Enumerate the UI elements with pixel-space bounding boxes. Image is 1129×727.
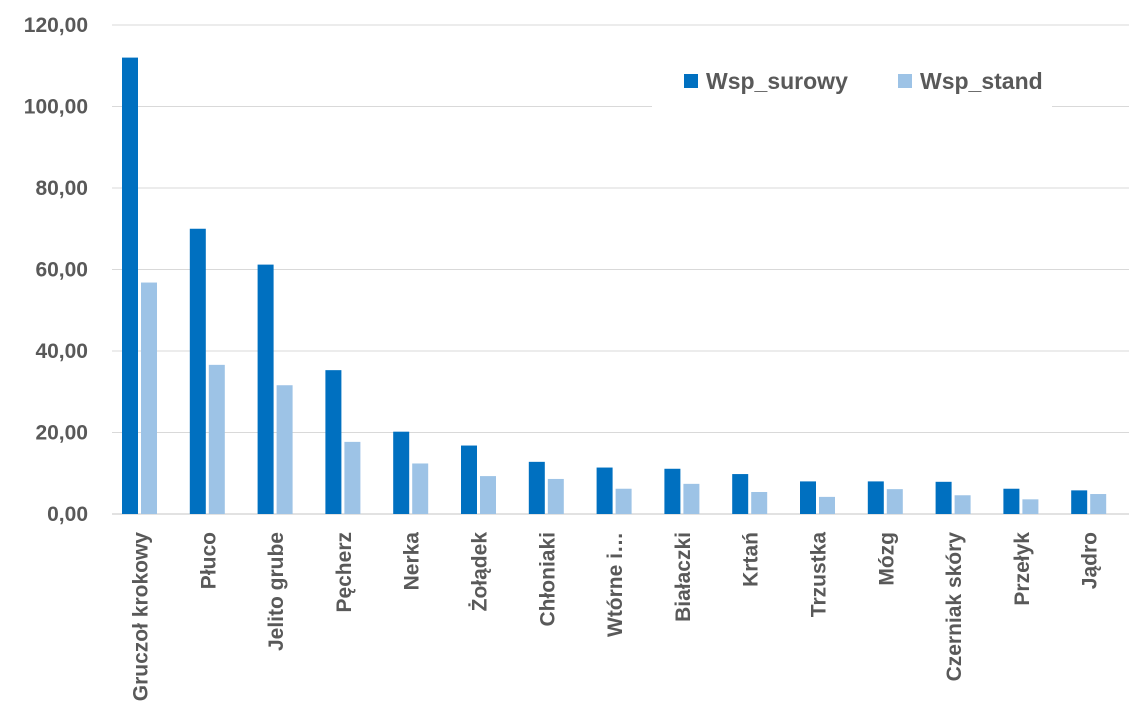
legend-label-wsp-stand: Wsp_stand bbox=[920, 68, 1043, 94]
x-category-label: Trzustka bbox=[808, 532, 831, 618]
x-category-label: Krtań bbox=[740, 532, 763, 587]
bar-wsp-stand bbox=[954, 495, 971, 514]
bar-wsp-stand bbox=[1022, 499, 1039, 514]
bar-wsp-stand bbox=[208, 364, 225, 514]
x-category-label: Płuco bbox=[197, 532, 220, 589]
bars bbox=[122, 57, 1107, 514]
y-tick-label: 120,00 bbox=[24, 14, 88, 37]
x-category-label: Gruczoł krokowy bbox=[130, 532, 153, 702]
bar-wsp-stand bbox=[819, 496, 835, 514]
bar-wsp-surowy bbox=[732, 474, 749, 514]
bar-wsp-stand bbox=[683, 483, 700, 514]
x-category-label: Mózg bbox=[875, 532, 898, 586]
bar-wsp-surowy bbox=[867, 481, 884, 514]
y-tick-label: 100,00 bbox=[24, 96, 88, 119]
y-tick-label: 40,00 bbox=[35, 340, 88, 363]
bar-wsp-stand bbox=[141, 282, 157, 514]
bar-wsp-stand bbox=[344, 441, 361, 514]
bar-wsp-surowy bbox=[189, 228, 206, 514]
legend-background bbox=[652, 55, 1052, 113]
x-category-label: Przełyk bbox=[1011, 532, 1034, 606]
y-axis-tick-labels: 0,00 20,00 40,00 60,00 80,00 100,00 120,00 bbox=[24, 14, 88, 526]
bar-wsp-surowy bbox=[393, 431, 410, 514]
bar-wsp-surowy bbox=[122, 57, 138, 514]
bar-wsp-surowy bbox=[1003, 488, 1020, 514]
bar-wsp-surowy bbox=[528, 461, 545, 514]
x-category-label: Jądro bbox=[1079, 532, 1102, 589]
bar-wsp-surowy bbox=[1071, 490, 1088, 514]
bar-wsp-stand bbox=[615, 488, 632, 514]
x-axis-category-labels: Gruczoł krokowy Płuco Jelito grube Pęcherz N… bbox=[130, 532, 1102, 702]
x-category-label: Białaczki bbox=[672, 532, 695, 622]
y-tick-label: 0,00 bbox=[47, 503, 88, 526]
legend-swatch-wsp-surowy bbox=[684, 74, 698, 88]
y-tick-label: 20,00 bbox=[35, 422, 88, 445]
bar-wsp-stand bbox=[886, 489, 903, 514]
bar-wsp-surowy bbox=[325, 370, 342, 514]
legend: Wsp_surowy Wsp_stand bbox=[652, 55, 1052, 113]
legend-label-wsp-surowy: Wsp_surowy bbox=[706, 68, 848, 94]
bar-wsp-stand bbox=[276, 385, 293, 514]
bar-wsp-stand bbox=[412, 463, 429, 514]
bar-wsp-surowy bbox=[800, 481, 816, 514]
y-tick-label: 80,00 bbox=[35, 177, 88, 200]
x-category-label: Jelito grube bbox=[265, 532, 288, 651]
bar-wsp-surowy bbox=[664, 468, 681, 514]
bar-wsp-surowy bbox=[461, 445, 477, 514]
x-category-label: Pęcherz bbox=[333, 532, 356, 613]
y-tick-label: 60,00 bbox=[35, 259, 88, 282]
x-category-label: Czerniak skóry bbox=[943, 532, 966, 682]
legend-swatch-wsp-stand bbox=[898, 74, 912, 88]
bar-wsp-surowy bbox=[257, 264, 274, 514]
bar-wsp-surowy bbox=[596, 467, 613, 514]
x-category-label: Żołądek bbox=[469, 532, 492, 612]
bar-wsp-stand bbox=[480, 476, 496, 514]
bar-wsp-stand bbox=[751, 491, 768, 514]
x-category-label: Wtórne i… bbox=[604, 532, 627, 637]
bar-wsp-surowy bbox=[935, 481, 952, 514]
x-category-label: Nerka bbox=[401, 532, 424, 591]
x-category-label: Chłoniaki bbox=[536, 532, 559, 627]
bar-wsp-stand bbox=[547, 478, 564, 514]
bar-wsp-stand bbox=[1090, 494, 1107, 514]
